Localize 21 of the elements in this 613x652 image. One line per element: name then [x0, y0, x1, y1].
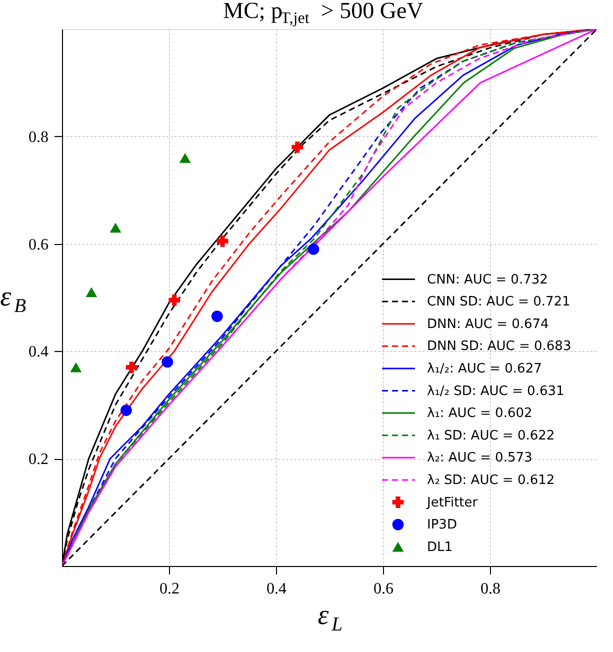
legend-label: CNN SD: AUC = 0.721: [427, 294, 570, 310]
legend-label: IP3D: [427, 518, 457, 533]
legend-label: JetFitter: [426, 495, 478, 510]
legend-label: CNN: AUC = 0.732: [427, 272, 548, 288]
y-tick-label: 0.2: [28, 451, 48, 468]
legend-label: λ₁/₂: AUC = 0.627: [427, 361, 542, 376]
x-tick-label: 0.4: [266, 580, 286, 598]
legend-label: DNN SD: AUC = 0.683: [427, 339, 572, 354]
y-tick-label: 0.6: [28, 236, 48, 254]
legend-label: DNN: AUC = 0.674: [427, 316, 549, 332]
x-tick-label: 0.8: [480, 580, 500, 598]
legend-label: λ₂ SD: AUC = 0.612: [427, 472, 555, 488]
y-tick-label: 0.8: [28, 128, 48, 146]
legend-label: λ₁ SD: AUC = 0.622: [427, 428, 555, 444]
legend-label: DL1: [427, 540, 453, 555]
y-tick-label: 0.4: [28, 344, 48, 361]
x-tick-label: 0.6: [374, 580, 394, 598]
legend-label: λ₂: AUC = 0.573: [427, 450, 532, 466]
legend-label: λ₁: AUC = 0.602: [427, 406, 532, 422]
legend-label: λ₁/₂ SD: AUC = 0.631: [427, 384, 564, 399]
x-tick-label: 0.2: [160, 580, 180, 598]
